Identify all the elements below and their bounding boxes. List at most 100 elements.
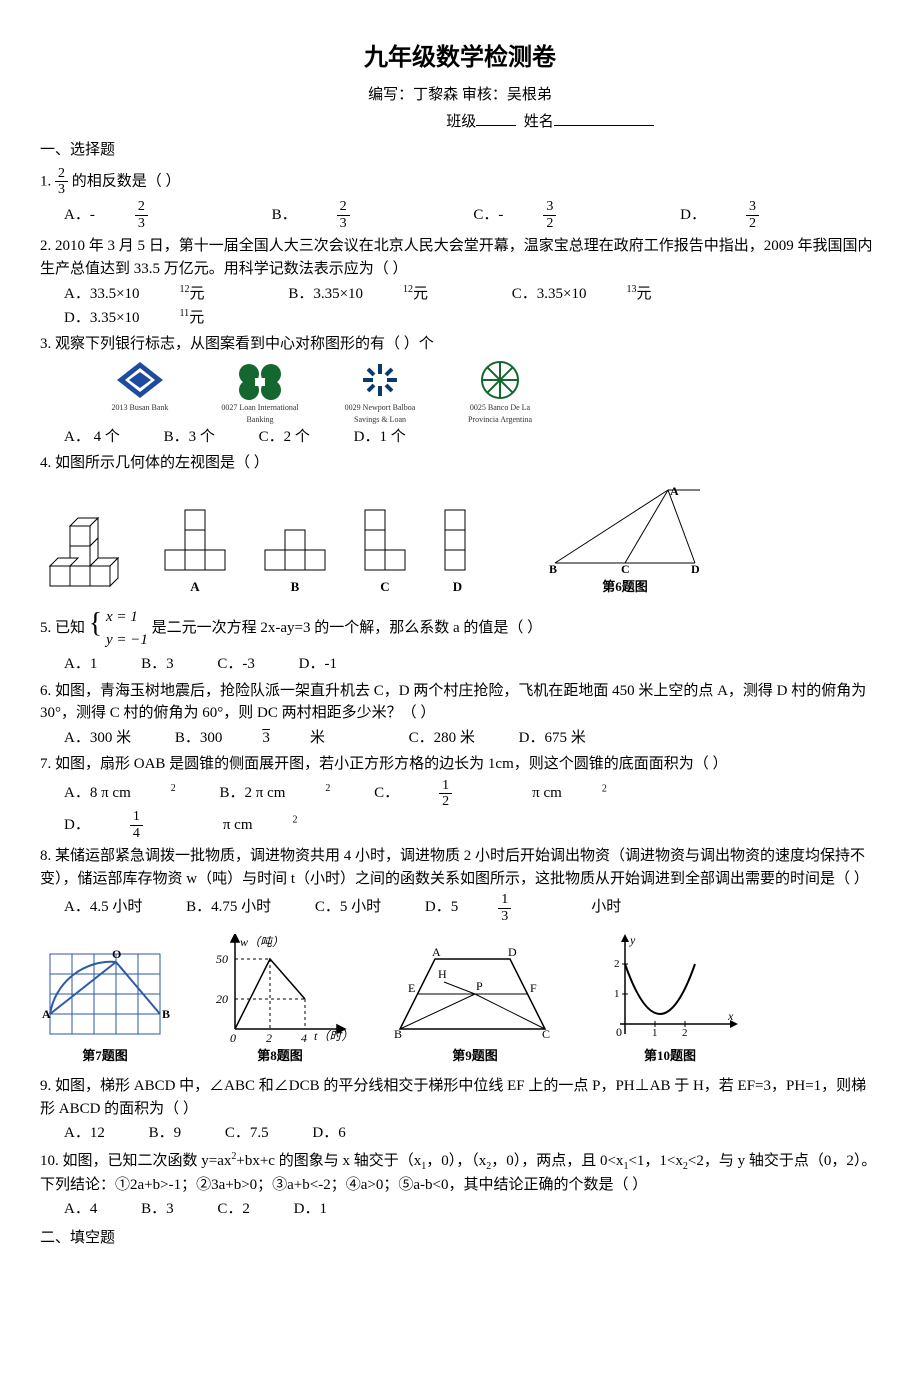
q7-options: A．8 π cm2 B．2 π cm2 C． 12 π cm2 D． 14 π … bbox=[64, 778, 880, 842]
q5-tail: 是二元一次方程 2x-ay=3 的一个解，那么系数 a 的值是（ ） bbox=[152, 620, 543, 636]
q7-c-n: 1 bbox=[439, 778, 452, 794]
fig9-C: C bbox=[542, 1027, 550, 1041]
q1-opt-d: D．32 bbox=[680, 199, 839, 231]
q6-opt-b: B．3003 米 bbox=[175, 727, 365, 750]
figs-row-7-10: O A B 第7题图 w（吨） 50 20 0 2 4 t（时） 第8题图 bbox=[40, 934, 880, 1066]
fig10-x: x bbox=[727, 1009, 734, 1023]
fig10-y2: 2 bbox=[614, 958, 620, 970]
fig9-A: A bbox=[432, 945, 441, 959]
question-1: 1. 23 的相反数是（ ） bbox=[40, 166, 880, 198]
fig10-O: 0 bbox=[616, 1025, 622, 1039]
logo3-cap: 0029 Newport Balboa Savings & Loan bbox=[340, 402, 420, 426]
fig9-cap: 第9题图 bbox=[390, 1046, 560, 1066]
q5-opt-a: A．1 bbox=[64, 653, 97, 676]
q1-b-pre: B． bbox=[272, 204, 297, 227]
q7-d-tail: π cm bbox=[223, 814, 253, 837]
q7-opt-d: D． 14 π cm2 bbox=[64, 809, 298, 841]
q8-d-d: 3 bbox=[498, 909, 511, 924]
q4-lbl-a: A bbox=[160, 577, 230, 597]
class-blank bbox=[476, 111, 516, 126]
q3-opt-a: A． 4 个 bbox=[64, 426, 120, 449]
page-title: 九年级数学检测卷 bbox=[40, 40, 880, 76]
q7-d-pre: D． bbox=[64, 814, 90, 837]
fig8-x2: 2 bbox=[266, 1031, 272, 1044]
fig6-D: D bbox=[691, 562, 700, 575]
fig9-B: B bbox=[394, 1027, 402, 1041]
q2-c-exp: 13 bbox=[627, 284, 637, 295]
question-9: 9. 如图，梯形 ABCD 中，∠ABC 和∠DCB 的平分线相交于梯形中位线 … bbox=[40, 1075, 880, 1120]
fig8-cap: 第8题图 bbox=[210, 1046, 350, 1066]
fig6-A: A bbox=[670, 485, 679, 498]
q10-opt-c: C．2 bbox=[217, 1198, 250, 1221]
q7-opt-a: A．8 π cm2 bbox=[64, 781, 176, 805]
fig8-x4: 4 bbox=[301, 1031, 307, 1044]
q3-logos: 2013 Busan Bank 0027 Loan International … bbox=[100, 360, 880, 426]
q1-frac-n: 2 bbox=[55, 166, 68, 182]
fig10-x1: 1 bbox=[652, 1027, 658, 1039]
question-6: 6. 如图，青海玉树地震后，抢险队派一架直升机去 C，D 两个村庄抢险，飞机在距… bbox=[40, 680, 880, 725]
q6-b-pre: B．300 bbox=[175, 727, 223, 750]
q8-opt-d: D．5 13小时 bbox=[425, 892, 661, 924]
q7-c-tail: π cm bbox=[532, 782, 562, 805]
fig7-A: A bbox=[42, 1007, 51, 1021]
q2-d: D．3.35×10 bbox=[64, 307, 140, 330]
fig8-xlabel: t（时） bbox=[314, 1029, 350, 1043]
q1-a-d: 3 bbox=[135, 216, 148, 231]
fig6-C: C bbox=[621, 562, 630, 575]
question-10: 10. 如图，已知二次函数 y=ax2+bx+c 的图象与 x 轴交于（x1，0… bbox=[40, 1149, 880, 1197]
q4-figs-row: A B C D A B C D 第6题图 bbox=[40, 485, 880, 597]
q1-c-d: 2 bbox=[543, 216, 556, 231]
q3-opt-d: D．1 个 bbox=[354, 426, 406, 449]
fig10-cap: 第10题图 bbox=[600, 1046, 740, 1066]
q9-options: A．12 B．9 C．7.5 D．6 bbox=[64, 1122, 880, 1145]
q4-lbl-b: B bbox=[260, 577, 330, 597]
logo-2: 0027 Loan International Banking bbox=[220, 360, 300, 426]
q4-solid bbox=[40, 516, 130, 596]
q4-opt-c-fig: C bbox=[360, 505, 410, 597]
logo-4: 0025 Banco De La Provincia Argentina bbox=[460, 360, 540, 426]
q2-a-exp: 12 bbox=[180, 284, 190, 295]
q7-opt-c: C． 12 π cm2 bbox=[374, 778, 607, 810]
q10-c: ，0），（x bbox=[426, 1153, 486, 1169]
q1-stem-b: 的相反数是（ ） bbox=[72, 173, 181, 189]
q2-b-tail: 元 bbox=[413, 283, 428, 306]
question-5: 5. 已知 { x = 1 y = −1 是二元一次方程 2x-ay=3 的一个… bbox=[40, 606, 880, 651]
q10-d: ，0），两点，且 0<x bbox=[491, 1153, 623, 1169]
q5-pre: 5. 已知 bbox=[40, 620, 85, 636]
fig8-ylabel: w（吨） bbox=[240, 935, 284, 949]
q4-lbl-c: C bbox=[360, 577, 410, 597]
authors-line: 编写：丁黎森 审核：吴根弟 bbox=[40, 84, 880, 107]
q1-b-n: 2 bbox=[337, 199, 350, 215]
q4-lbl-d: D bbox=[440, 577, 475, 597]
q4-opt-d-fig: D bbox=[440, 505, 475, 597]
q6-b-tail: 米 bbox=[310, 727, 325, 750]
q8-d-pre: D．5 bbox=[425, 896, 458, 919]
q2-opt-b: B．3.35×1012 元 bbox=[288, 282, 468, 306]
q10-opt-a: A．4 bbox=[64, 1198, 97, 1221]
q10-options: A．4 B．3 C．2 D．1 bbox=[64, 1198, 880, 1221]
q2-a-tail: 元 bbox=[190, 283, 205, 306]
q9-opt-a: A．12 bbox=[64, 1122, 105, 1145]
logo-3: 0029 Newport Balboa Savings & Loan bbox=[340, 360, 420, 426]
name-blank bbox=[554, 111, 654, 126]
fig9-F: F bbox=[530, 981, 537, 995]
q7-b-sq: 2 bbox=[325, 783, 330, 794]
fig8-y20: 20 bbox=[216, 992, 228, 1006]
fig6-B: B bbox=[549, 562, 557, 575]
q1-opt-b: B．23 bbox=[272, 199, 430, 231]
q2-b-exp: 12 bbox=[403, 284, 413, 295]
fig-10: x y 0 1 2 1 2 第10题图 bbox=[600, 934, 740, 1066]
q8-opt-b: B．4.75 小时 bbox=[186, 896, 271, 919]
q2-a: A．33.5×10 bbox=[64, 283, 140, 306]
q1-d-pre: D． bbox=[680, 204, 706, 227]
fig7-cap: 第7题图 bbox=[40, 1046, 170, 1066]
q1-a-pre: A．- bbox=[64, 204, 95, 227]
name-label: 姓名 bbox=[524, 114, 554, 130]
fig10-y1: 1 bbox=[614, 988, 620, 1000]
q7-c-pre: C． bbox=[374, 782, 399, 805]
q5-opt-d: D．-1 bbox=[299, 653, 337, 676]
q1-frac: 23 bbox=[55, 166, 68, 198]
fig9-P: P bbox=[476, 979, 483, 993]
logo1-cap: 2013 Busan Bank bbox=[112, 402, 169, 414]
q10-a: 10. 如图，已知二次函数 y=ax bbox=[40, 1153, 231, 1169]
